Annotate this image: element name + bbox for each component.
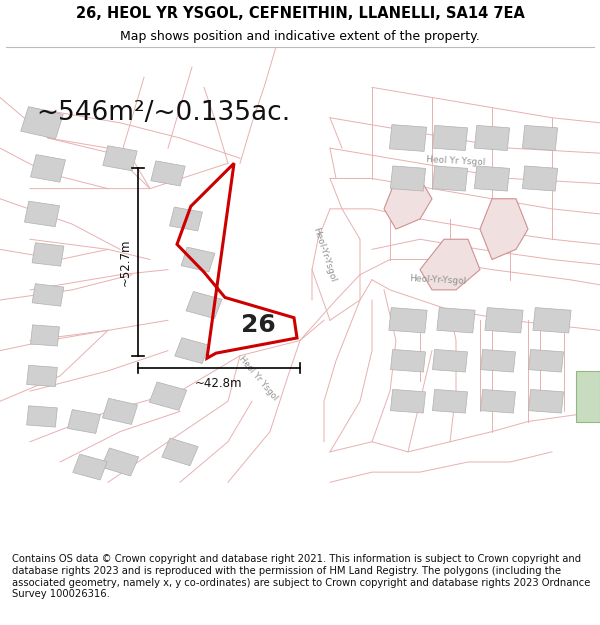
Polygon shape xyxy=(31,325,59,346)
Polygon shape xyxy=(151,161,185,186)
Polygon shape xyxy=(170,207,202,231)
Polygon shape xyxy=(26,406,58,427)
Polygon shape xyxy=(481,389,515,413)
Text: Map shows position and indicative extent of the property.: Map shows position and indicative extent… xyxy=(120,30,480,43)
Polygon shape xyxy=(420,239,480,290)
Polygon shape xyxy=(480,199,528,259)
Polygon shape xyxy=(529,389,563,413)
Polygon shape xyxy=(485,308,523,333)
Polygon shape xyxy=(389,308,427,333)
Text: Heol-Yr-Ysgol: Heol-Yr-Ysgol xyxy=(409,274,467,286)
Text: Heol-Yr-Ysgol: Heol-Yr-Ysgol xyxy=(311,226,337,283)
Text: ~546m²/~0.135ac.: ~546m²/~0.135ac. xyxy=(36,99,290,126)
Polygon shape xyxy=(181,247,215,272)
Polygon shape xyxy=(32,284,64,306)
Polygon shape xyxy=(437,308,475,333)
Text: Contains OS data © Crown copyright and database right 2021. This information is : Contains OS data © Crown copyright and d… xyxy=(12,554,590,599)
Text: Heol Yr Ysgol: Heol Yr Ysgol xyxy=(237,354,279,402)
Text: Heol Yr Ysgol: Heol Yr Ysgol xyxy=(426,155,486,167)
Polygon shape xyxy=(475,166,509,191)
Polygon shape xyxy=(481,349,515,372)
Polygon shape xyxy=(433,126,467,151)
Polygon shape xyxy=(101,448,139,476)
Polygon shape xyxy=(186,291,222,319)
Polygon shape xyxy=(21,107,63,139)
Text: 26: 26 xyxy=(241,313,275,338)
Polygon shape xyxy=(68,409,100,433)
Polygon shape xyxy=(149,382,187,411)
Polygon shape xyxy=(26,365,58,387)
Text: 26, HEOL YR YSGOL, CEFNEITHIN, LLANELLI, SA14 7EA: 26, HEOL YR YSGOL, CEFNEITHIN, LLANELLI,… xyxy=(76,6,524,21)
Polygon shape xyxy=(391,166,425,191)
Polygon shape xyxy=(391,389,425,413)
Polygon shape xyxy=(25,201,59,227)
Polygon shape xyxy=(433,389,467,413)
Polygon shape xyxy=(103,146,137,171)
Polygon shape xyxy=(433,166,467,191)
Polygon shape xyxy=(175,338,209,364)
Polygon shape xyxy=(533,308,571,333)
Polygon shape xyxy=(384,179,432,229)
Polygon shape xyxy=(103,398,137,424)
Polygon shape xyxy=(73,454,107,480)
Polygon shape xyxy=(475,126,509,151)
Polygon shape xyxy=(523,126,557,151)
Polygon shape xyxy=(433,349,467,372)
Polygon shape xyxy=(523,166,557,191)
Text: ~42.8m: ~42.8m xyxy=(195,377,243,390)
Polygon shape xyxy=(576,371,600,421)
Polygon shape xyxy=(32,242,64,266)
Polygon shape xyxy=(31,154,65,182)
Text: ~52.7m: ~52.7m xyxy=(118,238,131,286)
Polygon shape xyxy=(162,438,198,466)
Polygon shape xyxy=(389,124,427,151)
Polygon shape xyxy=(391,349,425,372)
Polygon shape xyxy=(529,349,563,372)
